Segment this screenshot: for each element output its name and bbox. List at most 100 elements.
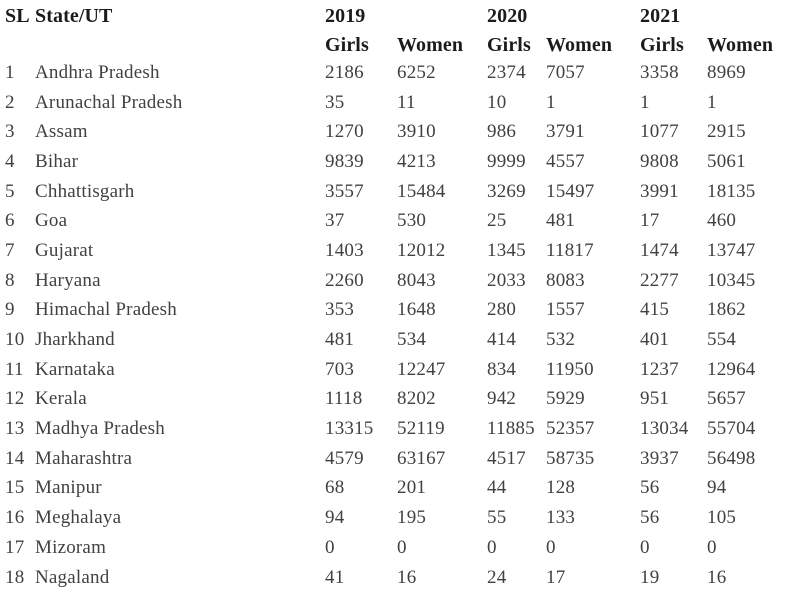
girls-2020-cell: 1345 <box>487 239 526 261</box>
girls-2019-cell: 3557 <box>325 180 364 202</box>
girls-2019-cell: 1118 <box>325 388 363 410</box>
state-name-cell: Andhra Pradesh <box>35 61 160 83</box>
serial-cell: 17 <box>5 536 25 558</box>
women-2021-cell: 2915 <box>707 121 746 143</box>
girls-2020-cell: 3269 <box>487 180 526 202</box>
girls-2021-cell: 2277 <box>640 269 679 291</box>
girls-2019-cell: 1403 <box>325 239 364 261</box>
girls-2019-cell: 68 <box>325 477 345 499</box>
girls-2021-cell: 415 <box>640 299 670 321</box>
state-name-cell: Himachal Pradesh <box>35 299 177 321</box>
serial-cell: 5 <box>5 180 15 202</box>
women-2020-cell: 17 <box>546 566 566 588</box>
table-body: 1 Andhra Pradesh 2186 6252 2374 7057 335… <box>5 58 800 592</box>
women-2021-cell: 460 <box>707 210 737 232</box>
girls-2019-cell: 353 <box>325 299 355 321</box>
women-2021-cell: 8969 <box>707 61 746 83</box>
women-2021-cell: 56498 <box>707 447 756 469</box>
women-2020-cell: 5929 <box>546 388 585 410</box>
table-row: 8 Haryana 2260 8043 2033 8083 2277 10345 <box>5 266 800 296</box>
serial-cell: 2 <box>5 91 15 113</box>
women-2021-cell: 10345 <box>707 269 756 291</box>
women-2021-cell: 5061 <box>707 150 746 172</box>
state-name-cell: Haryana <box>35 269 101 291</box>
serial-cell: 3 <box>5 121 15 143</box>
girls-2021-cell: 3358 <box>640 61 679 83</box>
serial-cell: 6 <box>5 210 15 232</box>
table-subheader-row: Girls Women Girls Women Girls Women <box>5 32 800 58</box>
girls-2020-cell: 280 <box>487 299 517 321</box>
serial-cell: 7 <box>5 239 15 261</box>
state-name-cell: Karnataka <box>35 358 115 380</box>
girls-2021-cell: 951 <box>640 388 670 410</box>
col-header-state: State/UT <box>35 4 113 27</box>
women-2021-cell: 105 <box>707 507 737 529</box>
women-2019-cell: 534 <box>397 329 427 351</box>
table-row: 6 Goa 37 530 25 481 17 460 <box>5 206 800 236</box>
serial-cell: 16 <box>5 507 25 529</box>
women-2020-cell: 4557 <box>546 150 585 172</box>
girls-2019-cell: 37 <box>325 210 345 232</box>
serial-cell: 4 <box>5 150 15 172</box>
serial-cell: 18 <box>5 566 25 588</box>
women-2020-cell: 128 <box>546 477 576 499</box>
state-name-cell: Kerala <box>35 388 87 410</box>
girls-2020-cell: 414 <box>487 329 517 351</box>
state-name-cell: Mizoram <box>35 536 107 558</box>
table-row: 18 Nagaland 41 16 24 17 19 16 <box>5 563 800 593</box>
women-2021-cell: 554 <box>707 329 737 351</box>
state-name-cell: Bihar <box>35 150 79 172</box>
girls-2019-cell: 41 <box>325 566 345 588</box>
women-2019-cell: 195 <box>397 507 427 529</box>
girls-2021-cell: 56 <box>640 477 660 499</box>
women-2019-cell: 4213 <box>397 150 436 172</box>
girls-2019-cell: 703 <box>325 358 355 380</box>
serial-cell: 10 <box>5 329 25 351</box>
girls-2021-cell: 1474 <box>640 239 679 261</box>
women-2020-cell: 15497 <box>546 180 595 202</box>
girls-2021-cell: 1077 <box>640 121 679 143</box>
subheader-girls-2020: Girls <box>487 33 531 56</box>
girls-2021-cell: 9808 <box>640 150 679 172</box>
women-2019-cell: 11 <box>397 91 416 113</box>
girls-2019-cell: 35 <box>325 91 345 113</box>
women-2021-cell: 94 <box>707 477 727 499</box>
women-2019-cell: 12247 <box>397 358 446 380</box>
women-2019-cell: 63167 <box>397 447 446 469</box>
table-row: 13 Madhya Pradesh 13315 52119 11885 5235… <box>5 414 800 444</box>
women-2020-cell: 0 <box>546 536 556 558</box>
state-name-cell: Nagaland <box>35 566 110 588</box>
girls-2020-cell: 44 <box>487 477 507 499</box>
girls-2019-cell: 13315 <box>325 418 374 440</box>
col-header-sl: SL <box>5 4 30 27</box>
women-2020-cell: 1557 <box>546 299 585 321</box>
table-row: 15 Manipur 68 201 44 128 56 94 <box>5 474 800 504</box>
girls-2021-cell: 3991 <box>640 180 679 202</box>
serial-cell: 8 <box>5 269 15 291</box>
table-row: 16 Meghalaya 94 195 55 133 56 105 <box>5 503 800 533</box>
table-row: 3 Assam 1270 3910 986 3791 1077 2915 <box>5 117 800 147</box>
serial-cell: 12 <box>5 388 25 410</box>
serial-cell: 15 <box>5 477 25 499</box>
women-2021-cell: 16 <box>707 566 727 588</box>
serial-cell: 1 <box>5 61 15 83</box>
girls-2021-cell: 19 <box>640 566 660 588</box>
subheader-girls-2019: Girls <box>325 33 369 56</box>
women-2019-cell: 12012 <box>397 239 446 261</box>
girls-2021-cell: 56 <box>640 507 660 529</box>
girls-2021-cell: 1 <box>640 91 650 113</box>
women-2021-cell: 55704 <box>707 418 756 440</box>
state-name-cell: Arunachal Pradesh <box>35 91 183 113</box>
women-2020-cell: 481 <box>546 210 576 232</box>
women-2019-cell: 3910 <box>397 121 436 143</box>
subheader-girls-2021: Girls <box>640 33 684 56</box>
serial-cell: 11 <box>5 358 24 380</box>
women-2019-cell: 0 <box>397 536 407 558</box>
girls-2021-cell: 17 <box>640 210 660 232</box>
state-name-cell: Meghalaya <box>35 507 122 529</box>
women-2020-cell: 8083 <box>546 269 585 291</box>
col-header-year-2019: 2019 <box>325 4 366 27</box>
serial-cell: 14 <box>5 447 25 469</box>
women-2021-cell: 13747 <box>707 239 756 261</box>
